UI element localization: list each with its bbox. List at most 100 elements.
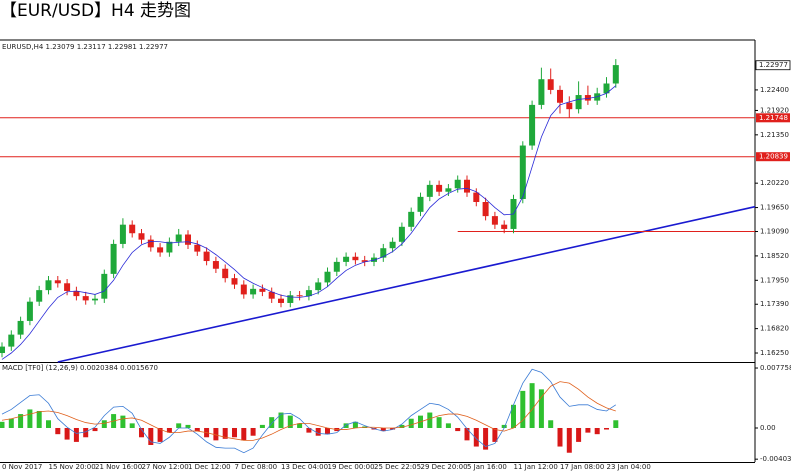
- candle-body: [519, 145, 526, 200]
- histogram-bar: [352, 421, 358, 428]
- candle-body: [166, 241, 173, 253]
- x-tick-label: 17 Jan 08:00: [560, 463, 604, 471]
- candle-body: [212, 261, 219, 269]
- candle-body: [259, 288, 266, 292]
- candle-body: [231, 278, 238, 285]
- x-tick-label: 19 Dec 00:00: [328, 463, 375, 471]
- histogram-bar: [278, 412, 284, 428]
- last-price-box: [755, 60, 791, 71]
- histogram-bar: [594, 427, 600, 435]
- histogram-bar: [557, 427, 563, 447]
- histogram-bar: [585, 427, 591, 433]
- y-tick-label: -0.004034: [760, 455, 791, 463]
- candle-body: [36, 290, 43, 302]
- candle-body: [54, 280, 61, 284]
- candle-body: [250, 288, 257, 295]
- histogram-bar: [501, 424, 507, 428]
- price-label-box: [756, 152, 790, 162]
- candle-body: [380, 248, 387, 258]
- histogram-bar: [483, 427, 489, 450]
- candle-body: [603, 83, 610, 94]
- histogram-bar: [473, 427, 479, 447]
- histogram-bar: [399, 424, 405, 428]
- candle-body: [389, 241, 396, 249]
- candle-body: [408, 211, 415, 227]
- histogram-bar: [576, 427, 582, 442]
- candle-body: [185, 234, 191, 245]
- x-tick-label: 0 Nov 2017: [2, 463, 42, 471]
- candle-body: [501, 224, 508, 229]
- histogram-bar: [306, 427, 312, 433]
- histogram-bar: [185, 424, 191, 428]
- y-tick-label: 1.19650: [760, 204, 789, 212]
- histogram-bar: [222, 427, 228, 439]
- histogram-bar: [287, 415, 293, 428]
- histogram-bar: [427, 412, 433, 428]
- histogram-bar: [566, 427, 572, 453]
- histogram-bar: [55, 427, 61, 435]
- candle-body: [17, 320, 24, 335]
- y-tick-label: 1.17390: [760, 300, 789, 308]
- histogram-bar: [269, 417, 275, 428]
- macd-header: MACD [TF0] (12,26,9) 0.0020384 0.0015670: [2, 364, 158, 372]
- histogram-bar: [464, 427, 470, 441]
- candle-body: [240, 284, 247, 295]
- histogram-bar: [250, 427, 256, 436]
- y-tick-label: 1.22400: [760, 86, 789, 94]
- candle-body: [64, 283, 71, 291]
- candle-body: [584, 95, 591, 101]
- histogram-bar: [445, 423, 451, 428]
- histogram-bar: [0, 421, 5, 428]
- candle-body: [138, 233, 145, 240]
- candle-body: [371, 257, 377, 262]
- price-label-box: [756, 113, 790, 123]
- histogram-bar: [64, 427, 70, 440]
- y-tick-label: 1.16250: [760, 349, 789, 357]
- histogram-bar: [259, 424, 265, 428]
- histogram-bar: [613, 420, 619, 428]
- histogram-bar: [73, 427, 79, 442]
- histogram-bar: [18, 414, 24, 428]
- candle-body: [305, 290, 312, 297]
- candle-body: [529, 104, 536, 146]
- histogram-bar: [325, 427, 330, 435]
- candle-body: [203, 251, 210, 262]
- histogram-bar: [92, 427, 98, 432]
- candle-body: [26, 301, 33, 321]
- histogram-bar: [120, 415, 126, 428]
- macd-line: [1, 368, 617, 454]
- histogram-bar: [436, 417, 442, 428]
- histogram-bar: [166, 427, 172, 433]
- histogram-bar: [511, 404, 516, 428]
- x-tick-label: 29 Dec 20:00: [421, 463, 468, 471]
- histogram-bar: [455, 427, 461, 432]
- candle-body: [92, 298, 98, 301]
- candle-body: [157, 247, 164, 253]
- y-tick-label: 0.00: [760, 424, 776, 432]
- histogram-bar: [241, 427, 247, 441]
- candle-body: [426, 184, 433, 197]
- histogram-bar: [604, 427, 609, 430]
- candle-body: [612, 65, 619, 84]
- histogram-bar: [46, 420, 51, 428]
- chart-title: 【EUR/USD】H4 走势图: [0, 1, 191, 21]
- candle-body: [464, 179, 470, 193]
- candle-body: [491, 216, 498, 225]
- x-tick-label: 11 Jan 12:00: [514, 463, 558, 471]
- candle-body: [0, 346, 5, 354]
- candle-body: [147, 239, 154, 248]
- candle-body: [361, 260, 368, 262]
- histogram-bar: [232, 427, 237, 438]
- candle-body: [110, 243, 117, 274]
- y-tick-label: 1.20220: [760, 179, 789, 187]
- candle-body: [454, 179, 461, 189]
- candle-body: [175, 234, 182, 242]
- candle-body: [352, 256, 359, 261]
- y-tick-label: 0.0077583: [760, 364, 791, 372]
- signal-line: [1, 381, 616, 441]
- histogram-bar: [408, 418, 414, 428]
- candle-body: [315, 282, 322, 291]
- x-tick-label: 25 Dec 22:05: [374, 463, 421, 471]
